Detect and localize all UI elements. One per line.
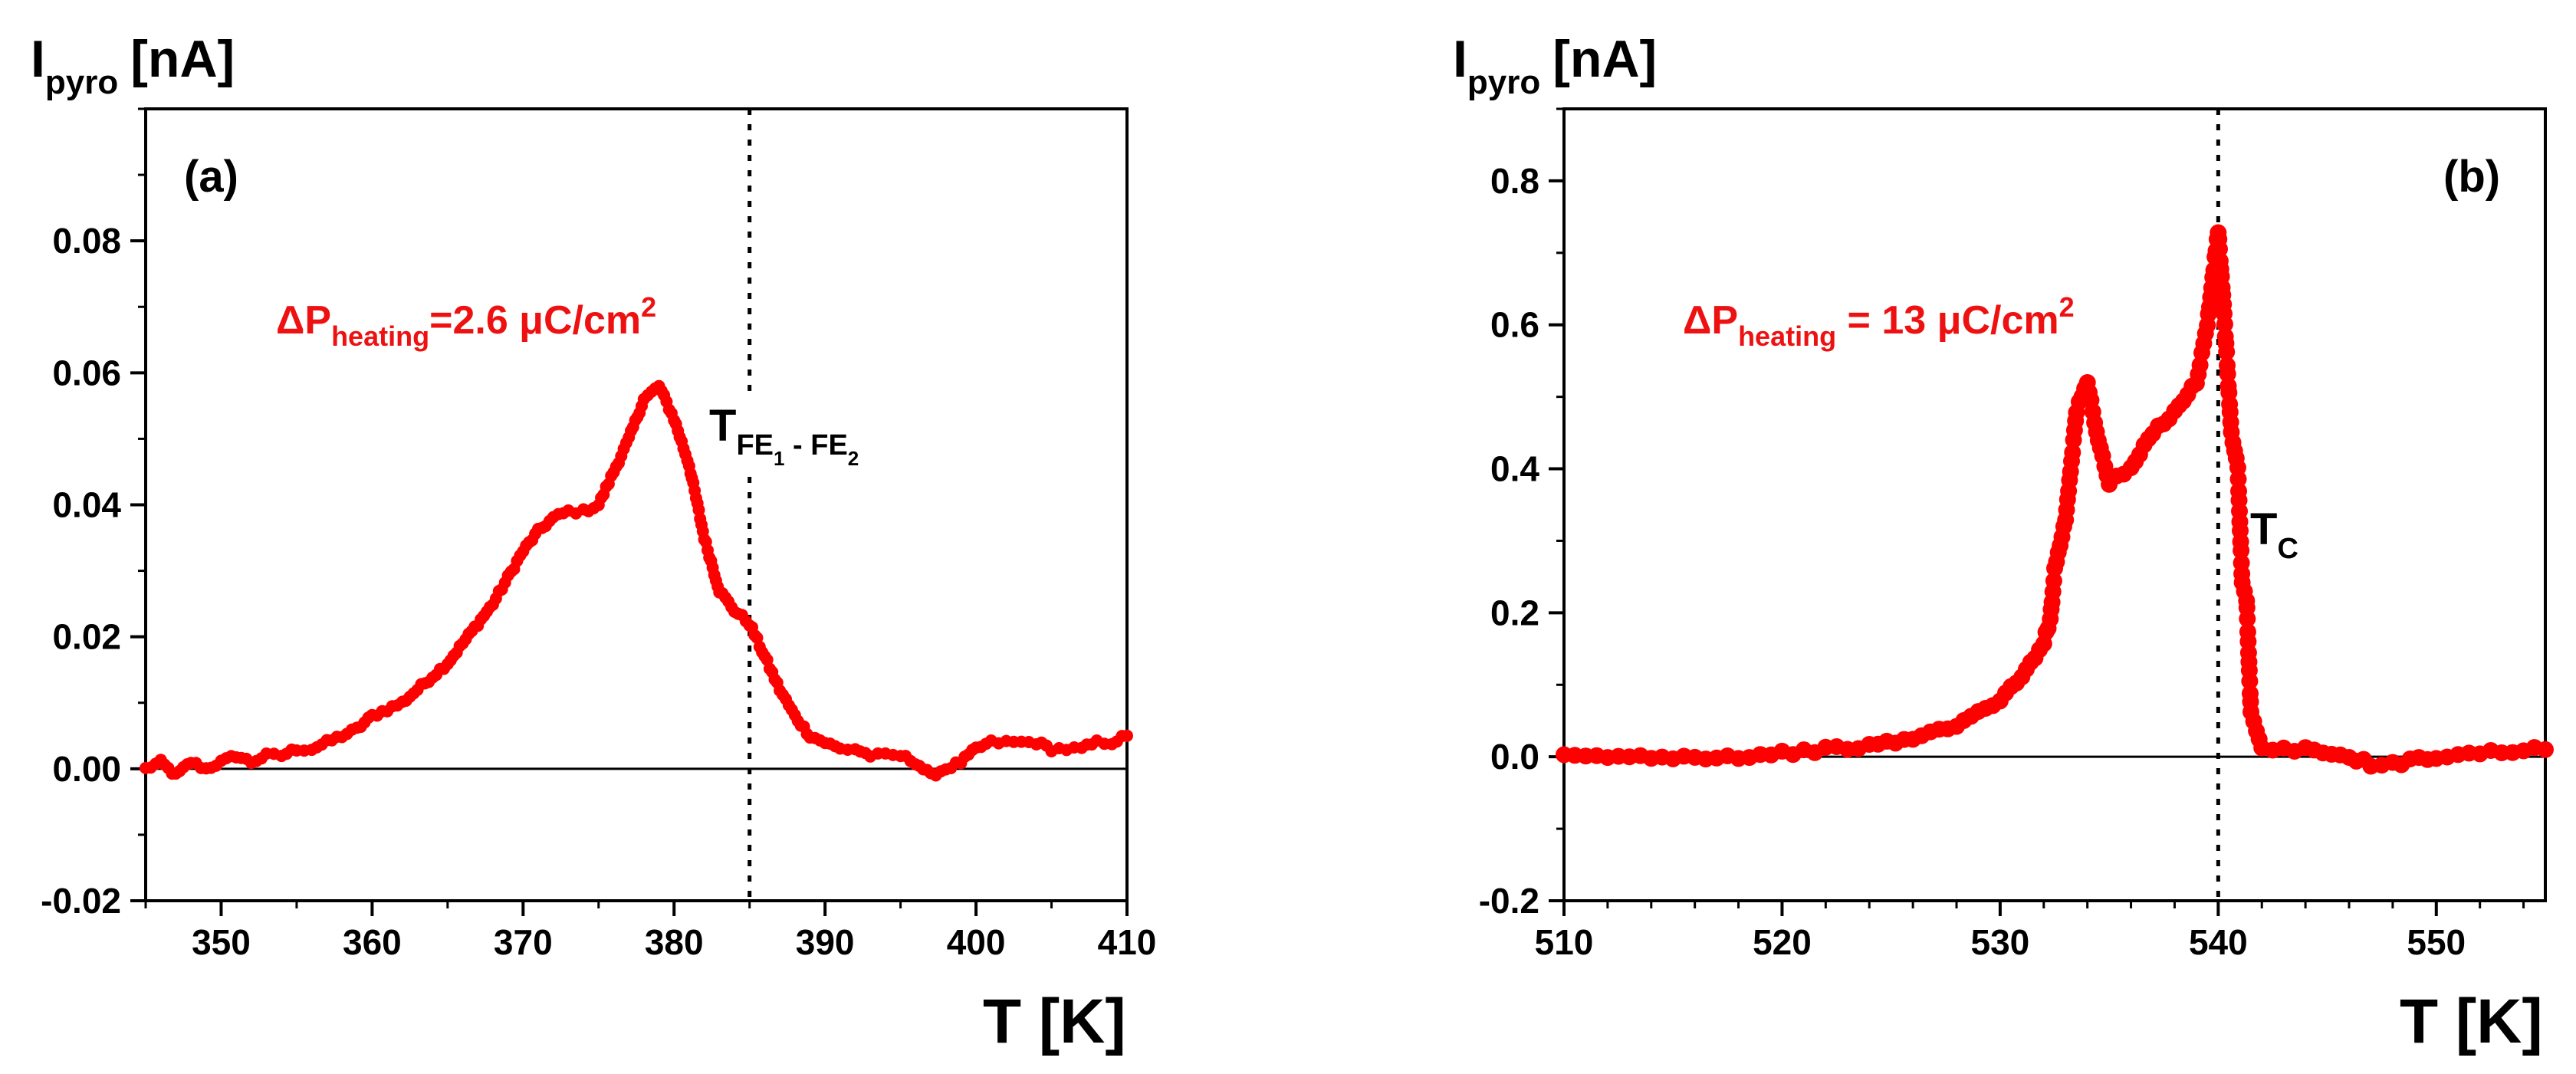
data-point [2211,240,2228,258]
y-tick-label: 0.8 [1490,161,1539,201]
x-tick-label: 550 [2407,922,2466,962]
x-tick-label: 510 [1535,922,1594,962]
data-point [2064,444,2082,461]
x-tick-label: 520 [1753,922,1812,962]
data-point [1121,729,1133,742]
data-point [2216,315,2233,333]
data-point [2218,343,2236,361]
panel-a-label-mask [704,399,888,475]
panel-b-x-axis-label: T [K] [2400,987,2543,1056]
panel-a-x-axis-label: T [K] [983,987,1126,1056]
y-tick-label: -0.2 [1479,881,1539,921]
x-tick-label: 390 [796,922,855,962]
panel-a-plot-frame [144,107,1129,902]
panel-a-y-axis-label: Ipyro [nA] [31,30,235,101]
data-point [2239,610,2256,628]
x-tick-label: 350 [192,922,251,962]
panel-b-y-axis-label: Ipyro [nA] [1453,30,1657,101]
panel-b-ticks: 510 520 530 540 550 -0.2 0.0 0.2 0.4 0.6 0.8 [1479,107,2525,962]
data-point [2229,470,2247,488]
y-tick-label: 0.00 [52,749,121,789]
x-tick-label: 380 [645,922,704,962]
panel-b-transition-label: TC [2250,504,2298,565]
panel-b: Ipyro [nA] 510 520 530 540 550 -0.2 0.0 0.2 0.4 0.… [1453,30,2554,1056]
panel-a-ticks: 350 360 370 380 390 400 410 -0.02 0.00 0.02 0.04 0.… [41,107,1157,962]
x-tick-label: 360 [343,922,402,962]
data-point [2219,365,2236,383]
x-tick-label: 530 [1971,922,2030,962]
y-tick-label: 0.06 [52,353,121,392]
y-tick-label: 0.04 [52,485,121,525]
panel-a-polarization-annotation: ΔPheating=2.6 μC/cm2 [276,291,656,352]
x-tick-label: 410 [1098,922,1157,962]
panel-a-label: (a) [184,152,238,202]
panel-a-transition-label: TFE1 - FE2 [709,401,859,470]
x-tick-label: 400 [947,922,1006,962]
x-tick-label: 540 [2189,922,2248,962]
y-tick-label: 0.4 [1490,449,1539,489]
panel-b-plot-frame [1562,107,2547,902]
panel-b-polarization-annotation: ΔPheating = 13 μC/cm2 [1683,291,2075,352]
data-point [2233,542,2250,560]
y-tick-label: 0.0 [1490,737,1539,777]
x-tick-label: 370 [494,922,553,962]
panel-a: Ipyro [nA] 350 360 370 380 390 400 410 -0.02 0.00… [31,30,1156,1056]
data-point [2045,572,2062,590]
data-point [2241,672,2259,690]
data-point [2537,741,2554,758]
panel-b-data-points [1556,224,2554,775]
y-tick-label: 0.02 [52,617,121,657]
y-tick-label: 0.08 [52,221,121,261]
panel-a-data-points [140,379,1133,782]
y-tick-label: 0.2 [1490,593,1539,632]
panel-b-label: (b) [2443,152,2500,202]
y-tick-label: 0.6 [1490,305,1539,345]
y-tick-label: -0.02 [41,881,121,921]
